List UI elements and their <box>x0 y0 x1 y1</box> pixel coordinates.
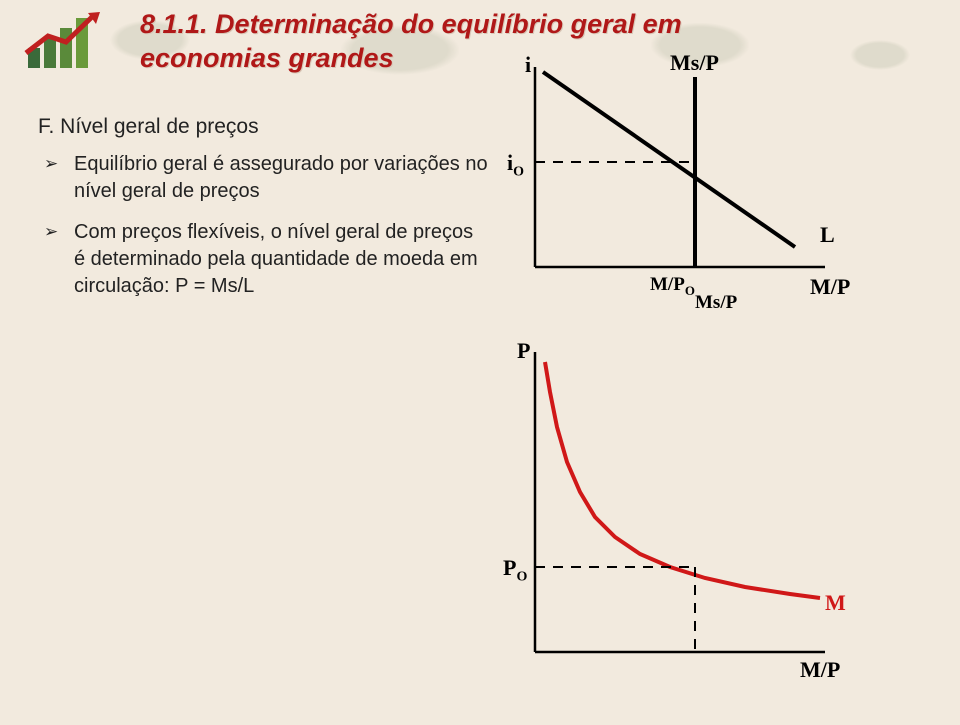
slide-content: F. Nível geral de preços Equilíbrio gera… <box>38 115 488 314</box>
bullet-1: Equilíbrio geral é assegurado por variaç… <box>66 151 488 205</box>
p0-sub: O <box>516 569 527 584</box>
chart-top-xtick2: Ms/P <box>695 292 737 314</box>
slide-logo <box>18 8 108 78</box>
title-line-1: 8.1.1. Determinação do equilíbrio geral … <box>140 8 920 42</box>
chart-top-x-label: M/P <box>810 274 850 300</box>
chart-bottom-y-label: P <box>517 338 530 364</box>
chart-top-y-label: i <box>525 52 531 78</box>
chart-bottom-M-label: M <box>825 590 846 616</box>
chart-bottom-p0-label: PO <box>503 555 527 585</box>
section-heading: F. Nível geral de preços <box>38 115 488 139</box>
chart-top-xtick1: M/PO <box>650 274 695 299</box>
p0-letter: P <box>503 555 516 580</box>
chart-bottom-x-label: M/P <box>800 657 840 683</box>
charts-area: i Ms/P L iO M/PO Ms/P M/P P PO M M/P <box>495 52 935 712</box>
chart-top: i Ms/P L iO M/PO Ms/P M/P <box>495 52 875 307</box>
xtick1-sub: O <box>685 283 695 298</box>
i0-sub: O <box>513 164 524 179</box>
xtick1-text: M/P <box>650 274 685 295</box>
chart-top-L-label: L <box>820 222 835 248</box>
bullet-2: Com preços flexíveis, o nível geral de p… <box>66 219 488 300</box>
chart-top-i0-label: iO <box>507 150 524 180</box>
chart-bottom: P PO M M/P <box>495 332 875 702</box>
chart-top-ms-label: Ms/P <box>670 50 719 76</box>
